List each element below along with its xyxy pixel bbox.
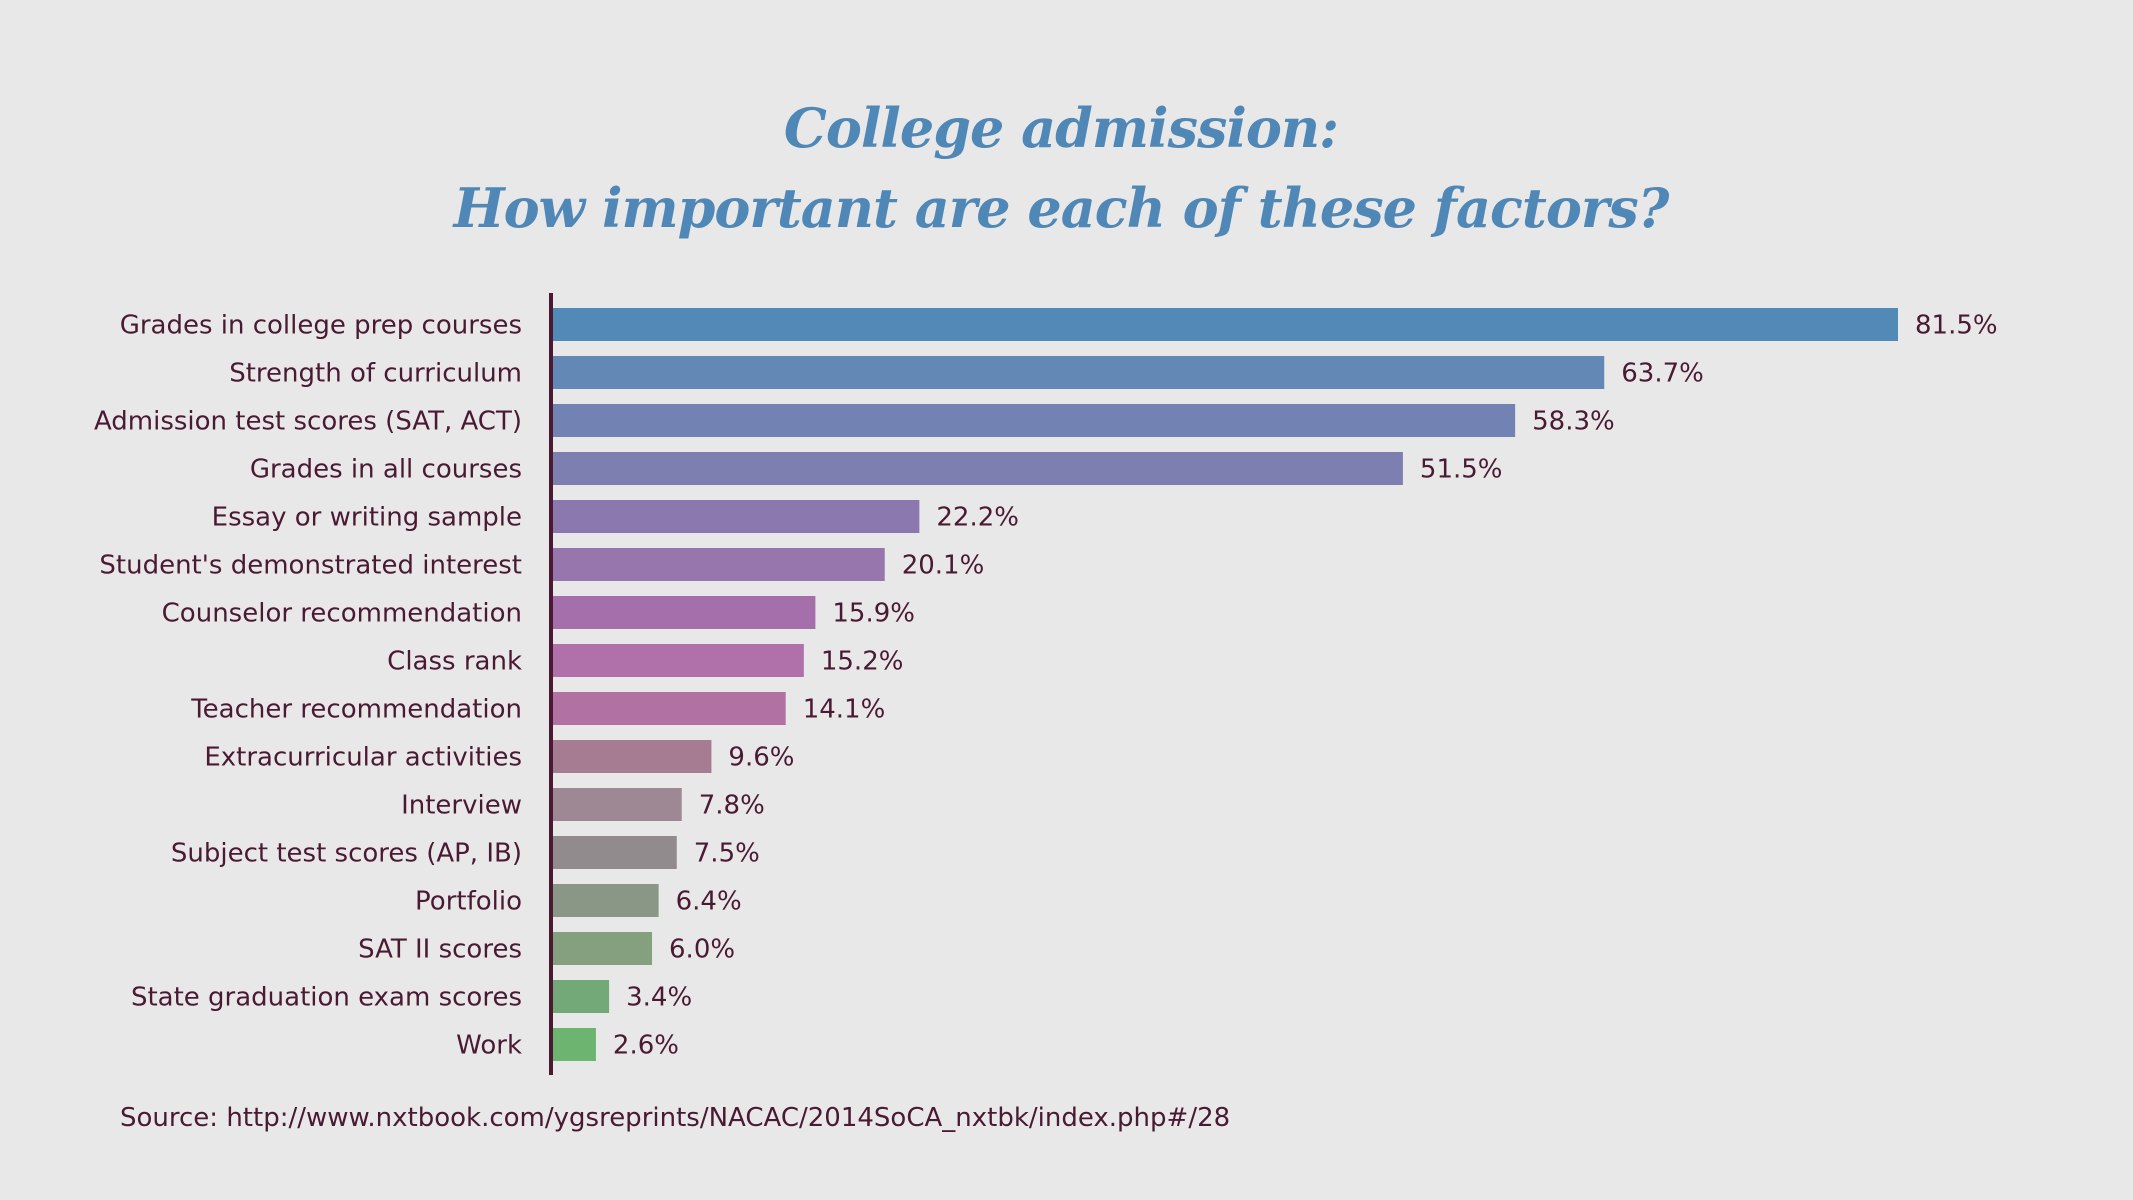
data-label: 6.4% (676, 887, 742, 917)
bar (553, 404, 1516, 437)
data-label: 15.9% (832, 599, 915, 629)
category-label: Extracurricular activities (204, 743, 522, 773)
data-label: 2.6% (613, 1031, 679, 1061)
data-label: 63.7% (1621, 359, 1704, 389)
data-label: 20.1% (902, 551, 985, 581)
category-label: Admission test scores (SAT, ACT) (94, 407, 522, 437)
data-label: 15.2% (821, 647, 904, 677)
bar (553, 884, 659, 917)
category-label: Grades in college prep courses (120, 311, 522, 341)
data-label: 14.1% (803, 695, 886, 725)
category-label: Class rank (387, 647, 522, 677)
category-label: State graduation exam scores (131, 983, 522, 1013)
category-label: Teacher recommendation (190, 695, 522, 725)
category-label: Portfolio (415, 887, 522, 917)
data-label: 7.8% (699, 791, 765, 821)
bar (553, 596, 816, 629)
bar (553, 836, 677, 869)
category-label: Work (456, 1031, 522, 1061)
category-label: Grades in all courses (250, 455, 522, 485)
bar (553, 548, 885, 581)
category-label: Strength of curriculum (229, 359, 522, 389)
data-label: 58.3% (1532, 407, 1615, 437)
source-note: Source: http://www.nxtbook.com/ygsreprin… (120, 1103, 1231, 1133)
chart-title-line-2: How important are each of these factors? (453, 176, 1670, 240)
bar (553, 308, 1898, 341)
bar (553, 932, 653, 965)
data-label: 3.4% (626, 983, 692, 1013)
bar (553, 1028, 596, 1061)
bar (553, 356, 1605, 389)
data-label: 51.5% (1420, 455, 1503, 485)
bar (553, 740, 712, 773)
bar (553, 452, 1403, 485)
chart-title-line-1: College admission: (783, 96, 1339, 160)
category-label: Interview (401, 791, 522, 821)
data-label: 7.5% (694, 839, 760, 869)
category-label: Counselor recommendation (162, 599, 522, 629)
category-label: Essay or writing sample (212, 503, 522, 533)
data-label: 6.0% (669, 935, 735, 965)
data-label: 81.5% (1915, 311, 1998, 341)
bar (553, 692, 786, 725)
category-label: SAT II scores (358, 935, 522, 965)
bar (553, 788, 682, 821)
data-label: 9.6% (728, 743, 794, 773)
bar (553, 500, 920, 533)
data-label: 22.2% (936, 503, 1019, 533)
category-label: Student's demonstrated interest (99, 551, 522, 581)
bar (553, 644, 804, 677)
category-label: Subject test scores (AP, IB) (171, 839, 522, 869)
bar (553, 980, 610, 1013)
